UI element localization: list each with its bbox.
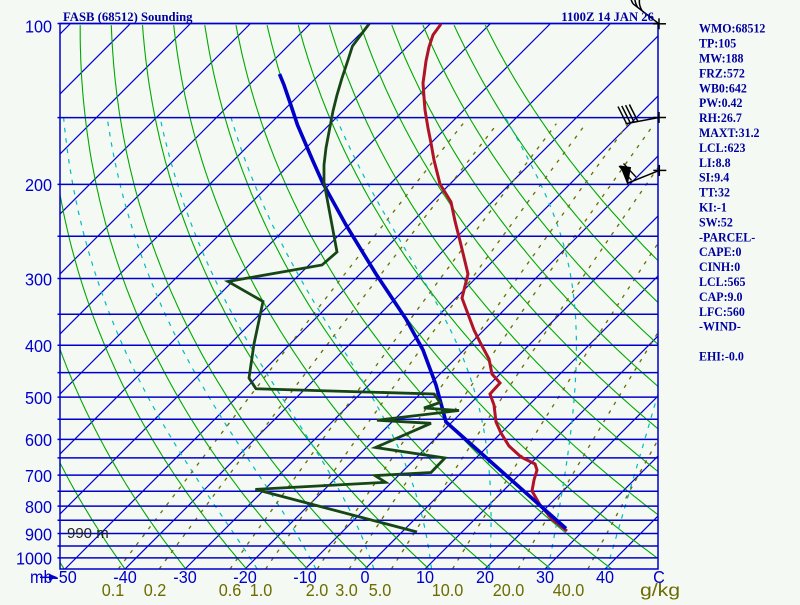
svg-text:5.0: 5.0 [369, 580, 392, 600]
svg-text:0: 0 [360, 567, 369, 587]
svg-text:WMO:68512: WMO:68512 [699, 21, 765, 36]
svg-text:900: 900 [25, 525, 52, 545]
svg-text:100: 100 [25, 17, 52, 37]
svg-text:1000: 1000 [16, 549, 52, 569]
svg-text:FRZ:572: FRZ:572 [699, 66, 745, 81]
svg-text:-PARCEL-: -PARCEL- [699, 230, 755, 245]
svg-text:200: 200 [25, 175, 52, 195]
svg-text:SW:52: SW:52 [699, 215, 733, 230]
svg-text:CAPE:0: CAPE:0 [699, 245, 742, 260]
svg-text:20: 20 [476, 567, 494, 587]
svg-text:20.0: 20.0 [493, 580, 525, 600]
svg-text:600: 600 [25, 430, 52, 450]
svg-text:SI:9.4: SI:9.4 [699, 170, 730, 185]
svg-text:30: 30 [536, 567, 554, 587]
svg-text:0.2: 0.2 [144, 580, 167, 600]
svg-text:700: 700 [25, 466, 52, 486]
svg-text:KI:-1: KI:-1 [699, 200, 727, 215]
svg-text:2.0: 2.0 [306, 580, 329, 600]
svg-text:40: 40 [596, 567, 614, 587]
svg-text:3.0: 3.0 [335, 580, 358, 600]
svg-text:-20: -20 [233, 567, 256, 587]
svg-text:RH:26.7: RH:26.7 [699, 111, 742, 126]
svg-text:800: 800 [25, 497, 52, 517]
svg-text:LCL:623: LCL:623 [699, 140, 745, 155]
svg-text:300: 300 [25, 270, 52, 290]
svg-text:40.0: 40.0 [553, 580, 585, 600]
svg-text:1.0: 1.0 [250, 580, 273, 600]
svg-text:0.6: 0.6 [219, 580, 242, 600]
svg-text:500: 500 [25, 388, 52, 408]
svg-text:MAXT:31.2: MAXT:31.2 [699, 126, 760, 141]
svg-text:-30: -30 [173, 567, 196, 587]
svg-text:CAP:9.0: CAP:9.0 [699, 289, 742, 304]
svg-text:FASB (68512) Sounding: FASB (68512) Sounding [63, 10, 193, 24]
svg-text:10: 10 [416, 567, 434, 587]
svg-text:0.1: 0.1 [102, 580, 125, 600]
svg-text:TT:32: TT:32 [699, 185, 730, 200]
svg-text:-50: -50 [53, 567, 76, 587]
svg-text:CINH:0: CINH:0 [699, 260, 740, 275]
svg-text:-40: -40 [113, 567, 136, 587]
svg-text:PW:0.42: PW:0.42 [699, 96, 743, 111]
svg-text:-WIND-: -WIND- [699, 319, 741, 334]
svg-text:LFC:560: LFC:560 [699, 304, 745, 319]
svg-text:990 m: 990 m [67, 525, 109, 542]
svg-text:EHI:-0.0: EHI:-0.0 [699, 349, 744, 364]
svg-text:-10: -10 [293, 567, 316, 587]
svg-text:LI:8.8: LI:8.8 [699, 155, 731, 170]
svg-text:10.0: 10.0 [432, 580, 464, 600]
svg-text:400: 400 [25, 336, 52, 356]
svg-text:TP:105: TP:105 [699, 36, 736, 51]
svg-text:C: C [653, 567, 665, 587]
svg-text:1100Z 14 JAN 26: 1100Z 14 JAN 26 [561, 10, 654, 24]
svg-text:MW:188: MW:188 [699, 51, 743, 66]
svg-text:LCL:565: LCL:565 [699, 275, 745, 290]
svg-text:WB0:642: WB0:642 [699, 81, 747, 96]
svg-text:g/kg: g/kg [640, 580, 680, 600]
